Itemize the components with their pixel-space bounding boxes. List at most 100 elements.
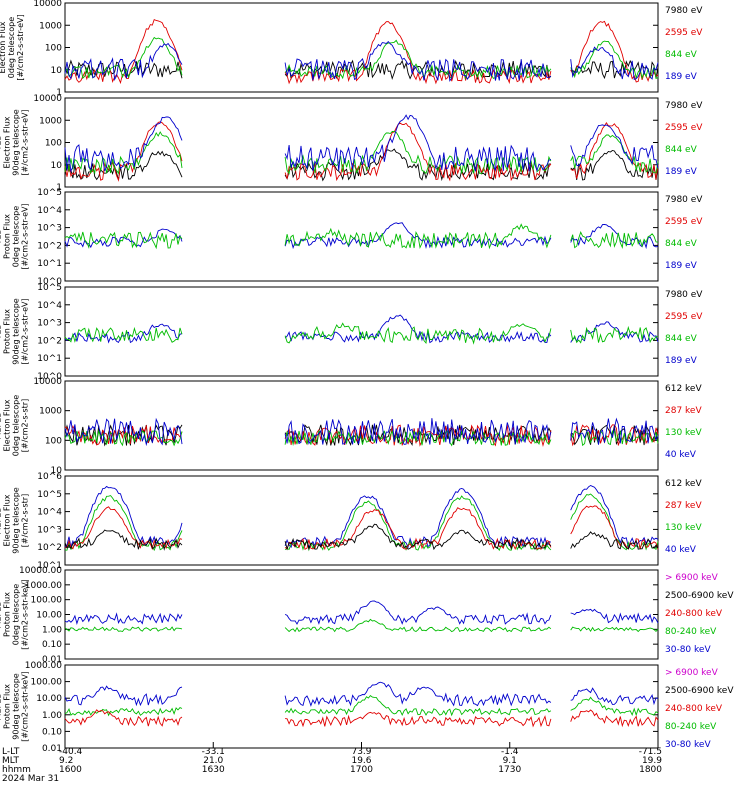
- x-tick-label-mlt: 19.6: [351, 756, 371, 766]
- y-tick-label: 100: [45, 139, 62, 149]
- legend-entry: 7980 eV: [665, 6, 703, 16]
- x-tick-label-hhmm: 1700: [350, 765, 373, 775]
- x-tick-label-hhmm: 1730: [498, 765, 521, 775]
- series-line: [64, 223, 659, 250]
- y-tick-label: 10^0: [37, 277, 62, 287]
- x-tick-label-llt: -71.5: [639, 747, 662, 757]
- series-line: [64, 18, 659, 85]
- axis-label-date: 2024 Mar 31: [2, 774, 59, 784]
- legend-entry: 130 keV: [665, 428, 702, 438]
- legend-entry: 189 eV: [665, 167, 698, 177]
- legend-entry: 240-800 keV: [665, 704, 723, 714]
- legend-entry: 844 eV: [665, 145, 698, 155]
- y-tick-label: 10^2: [37, 241, 62, 251]
- y-tick-label: 10: [51, 466, 63, 476]
- y-tick-label: 10000: [33, 0, 62, 9]
- y-tick-label: 10000: [33, 94, 62, 104]
- y-tick-label: 10^4: [37, 301, 62, 311]
- panel-1: 1 10 100 1000 10000 Electron Flux0deg telesco…: [0, 0, 703, 98]
- legend-entry: 287 keV: [665, 406, 702, 416]
- x-tick-label-hhmm: 1800: [639, 765, 662, 775]
- series-line: [64, 322, 659, 345]
- legend-entry: 2595 eV: [665, 123, 703, 133]
- panel-frame: [64, 97, 659, 188]
- y-tick-label: 1: [56, 88, 62, 98]
- y-tick-label: 10^0: [37, 372, 62, 382]
- y-tick-label: 10^5: [37, 490, 62, 500]
- y-tick-label: 10: [51, 161, 63, 171]
- panel-8: 0.01 0.10 1.00 10.00 100.00 1000.00MEPEDProto…: [0, 661, 734, 754]
- y-tick-label: 10^2: [37, 336, 62, 346]
- legend-entry: 40 keV: [665, 450, 697, 460]
- legend-entry: 2595 eV: [665, 217, 703, 227]
- panel-4: 10^0 10^1 10^2 10^3 10^4 10^5 TEDProton Flux90…: [0, 283, 703, 382]
- legend-entry: 40 keV: [665, 545, 697, 555]
- legend-entry: 189 eV: [665, 356, 698, 366]
- y-tick-label: 10^4: [37, 508, 62, 518]
- x-tick-label-hhmm: 1600: [59, 765, 82, 775]
- y-tick-label: 10^1: [37, 259, 62, 269]
- y-axis-label: TEDElectron Flux90deg telescope[#/cm2-s-…: [0, 109, 30, 176]
- y-axis-label: MEPEDElectron Flux0deg telescope[#/cm2-s…: [0, 395, 30, 456]
- x-tick-label-mlt: 21.0: [203, 756, 223, 766]
- y-axis-label: MEPEDProton Flux0deg telescope[#/cm2-s-s…: [0, 579, 30, 650]
- y-tick-label: 100.00: [31, 596, 63, 606]
- panel-7: 0.01 0.10 1.00 10.00 100.00 1000.00 10000.00 ME…: [0, 566, 734, 665]
- series-line: [64, 148, 659, 182]
- y-tick-label: 0.01: [42, 744, 62, 754]
- y-tick-label: 1000: [39, 407, 62, 417]
- series-line: [64, 36, 659, 81]
- y-tick-label: 1: [56, 183, 62, 193]
- axis-label-llt: L-LT: [2, 747, 20, 757]
- y-tick-label: 10000: [33, 377, 62, 387]
- y-tick-label: 10^1: [37, 354, 62, 364]
- y-tick-label: 10.00: [36, 611, 62, 621]
- series-line: [64, 121, 659, 182]
- series-line: [64, 59, 659, 81]
- y-tick-label: 0.01: [42, 655, 62, 665]
- y-tick-label: 1000: [39, 21, 62, 31]
- series-line: [64, 505, 659, 551]
- y-tick-label: 1.00: [42, 625, 62, 635]
- x-tick-label-mlt: 19.9: [642, 756, 662, 766]
- legend-entry: 287 keV: [665, 501, 702, 511]
- y-tick-label: 100: [45, 44, 62, 54]
- y-tick-label: 1000: [39, 116, 62, 126]
- legend-entry: 80-240 keV: [665, 627, 717, 637]
- panels: 1 10 100 1000 10000 Electron Flux0deg telesco…: [0, 0, 734, 754]
- y-tick-label: 10^4: [37, 206, 62, 216]
- y-axis-label: TEDProton Flux90deg telescope[#/cm2-s-st…: [0, 298, 30, 365]
- y-tick-label: 1000.00: [25, 581, 62, 591]
- series-line: [64, 681, 659, 707]
- legend-entry: > 6900 keV: [665, 668, 719, 678]
- y-tick-label: 10.00: [36, 694, 62, 704]
- x-tick-label-llt: -33.1: [202, 747, 225, 757]
- panel-frame: [64, 475, 659, 566]
- y-tick-label: 10^2: [37, 543, 62, 553]
- series-line: [64, 600, 659, 625]
- legend-entry: 2595 eV: [665, 312, 703, 322]
- y-axis-label: Electron Flux0deg telescope[#/cm2-s-str-…: [0, 14, 25, 80]
- legend-entry: 30-80 keV: [665, 645, 711, 655]
- y-tick-label: 100.00: [31, 678, 63, 688]
- legend-entry: 844 eV: [665, 239, 698, 249]
- series-line: [64, 694, 659, 717]
- panel-frame: [64, 569, 659, 660]
- series-line: [64, 618, 659, 633]
- y-tick-label: 10^5: [37, 188, 62, 198]
- y-tick-label: 10^1: [37, 561, 62, 571]
- legend-entry: 130 keV: [665, 523, 702, 533]
- y-tick-label: 100: [45, 436, 62, 446]
- y-tick-label: 10000.00: [19, 566, 62, 576]
- axis-label-mlt: MLT: [2, 756, 20, 766]
- legend-entry: > 6900 keV: [665, 573, 719, 583]
- panel-frame: [64, 286, 659, 377]
- legend-entry: 7980 eV: [665, 101, 703, 111]
- series-line: [64, 114, 659, 173]
- y-tick-label: 0.10: [42, 640, 62, 650]
- x-tick-label-llt: 73.9: [351, 747, 371, 757]
- y-tick-label: 10: [51, 66, 63, 76]
- legend-entry: 189 eV: [665, 72, 698, 82]
